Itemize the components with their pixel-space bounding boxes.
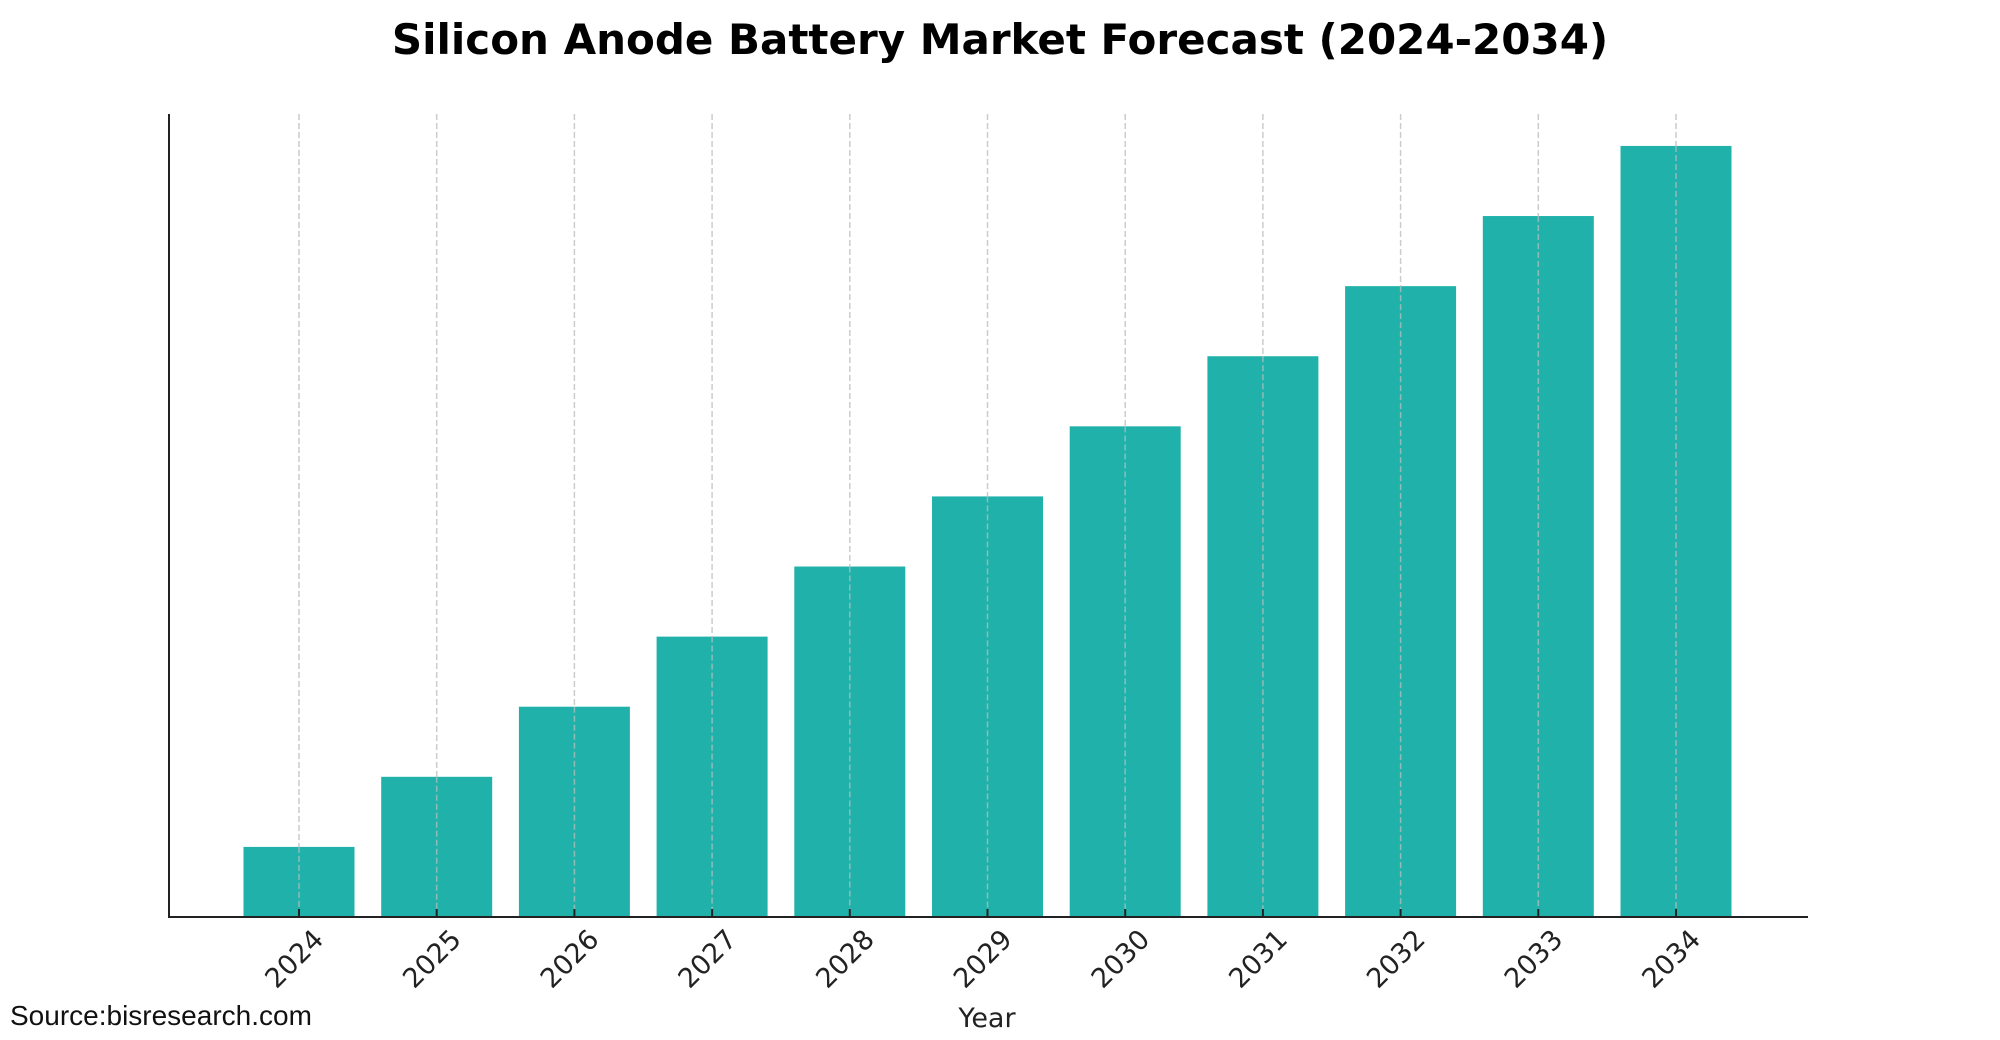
tick-label-2026: 2026 [535, 924, 606, 995]
chart-title: Silicon Anode Battery Market Forecast (2… [392, 15, 1608, 64]
x-ticks: 2024 2025 2026 2027 2028 2029 2030 2031 2032 2033… [259, 909, 1707, 995]
source-note: Source:bisresearch.com [10, 1000, 312, 1031]
tick-label-2029: 2029 [948, 924, 1019, 995]
tick-label-2024: 2024 [259, 924, 330, 995]
bar-2033 [1482, 216, 1594, 917]
bars [243, 145, 1732, 917]
bar-2034 [1620, 145, 1732, 917]
tick-label-2032: 2032 [1361, 924, 1432, 995]
tick-label-2028: 2028 [810, 924, 881, 995]
tick-label-2033: 2033 [1499, 924, 1570, 995]
x-axis-label: Year [957, 1003, 1016, 1034]
tick-label-2030: 2030 [1086, 924, 1157, 995]
tick-label-2027: 2027 [673, 924, 744, 995]
tick-label-2031: 2031 [1223, 924, 1294, 995]
tick-label-2034: 2034 [1636, 924, 1707, 995]
tick-label-2025: 2025 [397, 924, 468, 995]
